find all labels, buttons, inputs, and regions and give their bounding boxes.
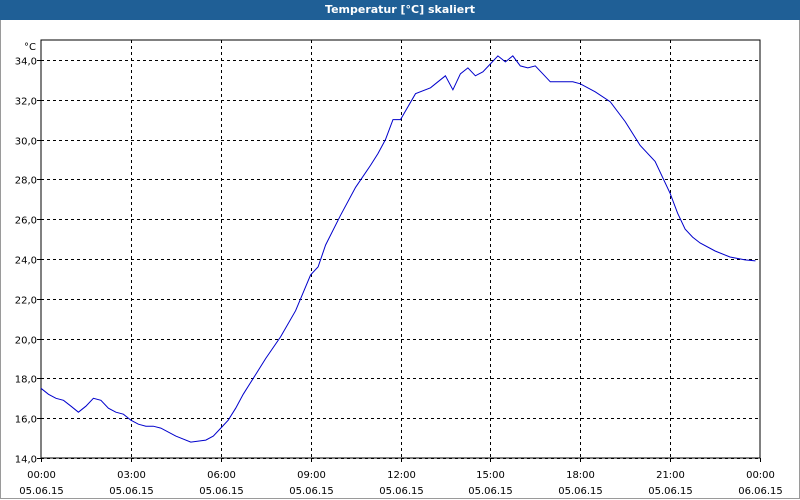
- y-tick-label: 28,0: [15, 176, 37, 187]
- x-tick-date-label: 05.06.15: [109, 486, 154, 497]
- x-tick-time-label: 12:00: [387, 470, 416, 481]
- temperature-series-line: [40, 55, 756, 443]
- x-tick-date-label: 05.06.15: [558, 486, 603, 497]
- x-tick-time-label: 03:00: [117, 470, 146, 481]
- x-tick-date-label: 06.06.15: [738, 486, 783, 497]
- y-tick-label: 26,0: [15, 216, 37, 227]
- y-tick-label: 34,0: [15, 57, 37, 68]
- chart-title: Temperatur [°C] skaliert: [0, 0, 800, 20]
- x-tick-date-label: 05.06.15: [289, 486, 334, 497]
- x-axis-ticks: 00:00 05.06.15 03:00 05.06.15 06:00 05.06.15 0…: [19, 458, 783, 497]
- y-tick-label: 22,0: [15, 296, 37, 307]
- y-axis-ticks: 14,0 16,0 18,0 20,0 22,0 24,0 26,0 28,0 30,0 32,0…: [15, 57, 41, 466]
- y-tick-label: 32,0: [15, 97, 37, 108]
- y-tick-label: 16,0: [15, 415, 37, 426]
- x-tick-date-label: 05.06.15: [648, 486, 693, 497]
- y-tick-label: 30,0: [15, 137, 37, 148]
- x-tick-time-label: 09:00: [297, 470, 326, 481]
- x-tick-time-label: 18:00: [566, 470, 595, 481]
- plot-area: [40, 39, 761, 459]
- grid-lines: [41, 40, 760, 459]
- x-tick-date-label: 05.06.15: [379, 486, 424, 497]
- y-tick-label: 24,0: [15, 256, 37, 267]
- x-tick-time-label: 00:00: [27, 470, 56, 481]
- y-tick-label: 20,0: [15, 336, 37, 347]
- x-tick-time-label: 00:00: [746, 470, 775, 481]
- x-tick-time-label: 15:00: [476, 470, 505, 481]
- x-tick-date-label: 05.06.15: [199, 486, 244, 497]
- x-tick-time-label: 06:00: [207, 470, 236, 481]
- x-tick-date-label: 05.06.15: [468, 486, 513, 497]
- y-axis-unit-label: °C: [24, 42, 36, 53]
- x-tick-date-label: 05.06.15: [19, 486, 64, 497]
- x-tick-time-label: 21:00: [656, 470, 685, 481]
- y-tick-label: 18,0: [15, 375, 37, 386]
- y-tick-label: 14,0: [15, 455, 37, 466]
